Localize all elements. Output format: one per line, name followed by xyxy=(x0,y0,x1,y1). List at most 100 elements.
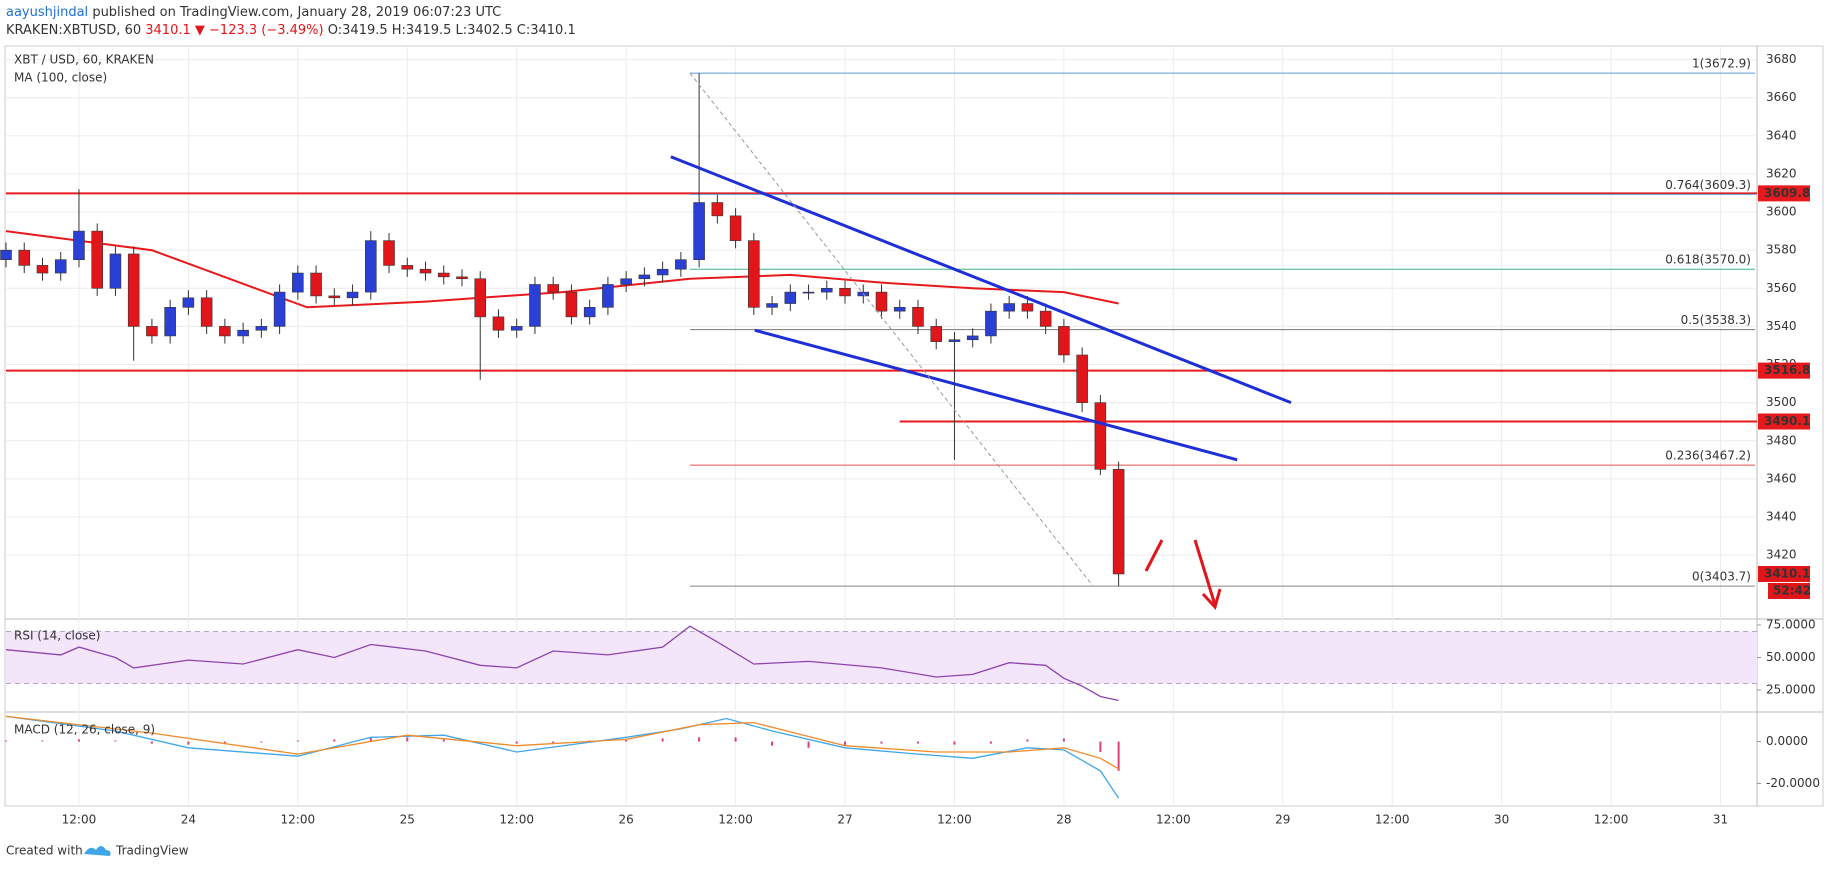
x-tick-label: 12:00 xyxy=(937,813,972,827)
candle-body xyxy=(200,297,213,327)
frame xyxy=(4,45,1824,807)
candle-body xyxy=(255,326,268,331)
candle-body xyxy=(0,249,12,260)
fib-diagonal xyxy=(689,72,1094,587)
trend-line xyxy=(754,328,1238,462)
macd-hist-bar xyxy=(260,741,263,743)
fib-label: 0.764(3609.3) xyxy=(1665,178,1751,192)
candle-body xyxy=(109,253,122,289)
fib-label: 0.5(3538.3) xyxy=(1681,313,1751,327)
candle-body xyxy=(237,329,249,337)
arrow-down xyxy=(1193,539,1222,610)
candle-body xyxy=(985,310,997,337)
candle-body xyxy=(273,291,286,327)
candle-body xyxy=(182,297,195,308)
candle-body xyxy=(602,284,614,308)
macd-title: MACD (12, 26, close, 9) xyxy=(14,723,155,737)
macd-hist-bar xyxy=(661,738,664,742)
macd-hist-bar xyxy=(5,740,7,742)
price-tag xyxy=(1758,185,1810,202)
x-tick-label: 27 xyxy=(837,813,852,827)
macd-hist-bar xyxy=(844,741,847,746)
y-tick-label: 3420 xyxy=(1766,548,1797,562)
candle-body xyxy=(620,278,632,285)
candle-body xyxy=(91,230,103,289)
y-tick-label: 3620 xyxy=(1766,166,1797,180)
macd-hist-bar xyxy=(953,741,956,745)
price-tag-label: 3516.8 xyxy=(1764,363,1810,377)
rsi-title: RSI (14, close) xyxy=(14,629,100,643)
candle-body xyxy=(821,287,833,293)
candle-body xyxy=(292,272,304,293)
x-tick-label: 29 xyxy=(1275,813,1290,827)
x-tick-label: 31 xyxy=(1713,813,1728,827)
footer-brand: TradingView xyxy=(115,844,189,858)
candle-body xyxy=(474,278,487,318)
rsi-line xyxy=(5,625,1119,702)
candle-body xyxy=(930,326,942,342)
macd-hist-bar xyxy=(150,741,153,744)
x-tick-label: 12:00 xyxy=(1594,813,1629,827)
y-tick-label: 3600 xyxy=(1766,205,1797,219)
x-tick-label: 12:00 xyxy=(1375,813,1410,827)
macd-hist-bar xyxy=(41,740,44,742)
y-tick-label: 3580 xyxy=(1766,243,1797,257)
candle-body xyxy=(127,253,140,327)
candle-body xyxy=(419,268,432,274)
candle-body xyxy=(492,316,505,331)
candle-body xyxy=(729,215,742,241)
symbol-line: KRAKEN:XBTUSD, 60 3410.1 ▼ −123.3 (−3.49… xyxy=(6,23,576,38)
x-tick-label: 12:00 xyxy=(499,813,534,827)
candle-body xyxy=(656,268,669,276)
candle-body xyxy=(328,295,341,299)
macd-hist-bar xyxy=(187,741,190,745)
fib-label: 0.236(3467.2) xyxy=(1665,449,1751,463)
trend-line xyxy=(670,155,1292,405)
candle-body xyxy=(565,291,578,318)
rsi-tick-label: 25.0000 xyxy=(1766,683,1816,697)
candle-body xyxy=(1112,469,1125,575)
candle-body xyxy=(36,265,49,274)
x-tick-label: 12:00 xyxy=(718,813,753,827)
price-tag-label: 3609.8 xyxy=(1764,186,1810,200)
arrow-up xyxy=(1144,539,1164,572)
candle-body xyxy=(675,259,687,270)
last-price-tag xyxy=(1758,565,1810,582)
candle-body xyxy=(383,240,395,266)
last-price-label: 3410.1 xyxy=(1764,566,1810,580)
x-tick-label: 28 xyxy=(1056,813,1071,827)
candle-body xyxy=(766,303,778,308)
y-tick-label: 3640 xyxy=(1766,128,1797,142)
y-tick-label: 3560 xyxy=(1766,281,1797,295)
candle-body xyxy=(1003,303,1015,312)
candle-body xyxy=(547,284,559,293)
price-tag-label: 3490.1 xyxy=(1764,414,1810,428)
candle-body xyxy=(693,202,705,260)
logo xyxy=(84,846,111,856)
macd-hist-bar xyxy=(1026,739,1029,742)
macd-tick-label: -20.0000 xyxy=(1766,776,1820,790)
price-tag xyxy=(1758,362,1810,379)
x-tick-label: 12:00 xyxy=(62,813,97,827)
change: ▼ −123.3 (−3.49%) xyxy=(195,23,324,38)
candle-body xyxy=(711,202,724,217)
macd-hist-bar xyxy=(625,739,628,742)
macd-hist-bar xyxy=(442,739,445,742)
macd-hist-bar xyxy=(296,740,299,742)
candle-body xyxy=(748,240,760,308)
macd-hist-bar xyxy=(698,737,701,742)
candle-body xyxy=(365,240,377,293)
y-tick-label: 3460 xyxy=(1766,471,1797,485)
candle-body xyxy=(146,326,158,337)
candle-body xyxy=(1058,326,1070,356)
fib-label: 0.618(3570.0) xyxy=(1665,253,1751,267)
y-tick-label: 3660 xyxy=(1766,90,1797,104)
candle-body xyxy=(912,307,924,327)
x-tick-label: 24 xyxy=(181,813,196,827)
candle-body xyxy=(893,307,906,312)
candle-body xyxy=(456,276,468,280)
pane-title: XBT / USD, 60, KRAKEN xyxy=(14,53,154,67)
rsi-tick-label: 50.0000 xyxy=(1766,650,1816,664)
